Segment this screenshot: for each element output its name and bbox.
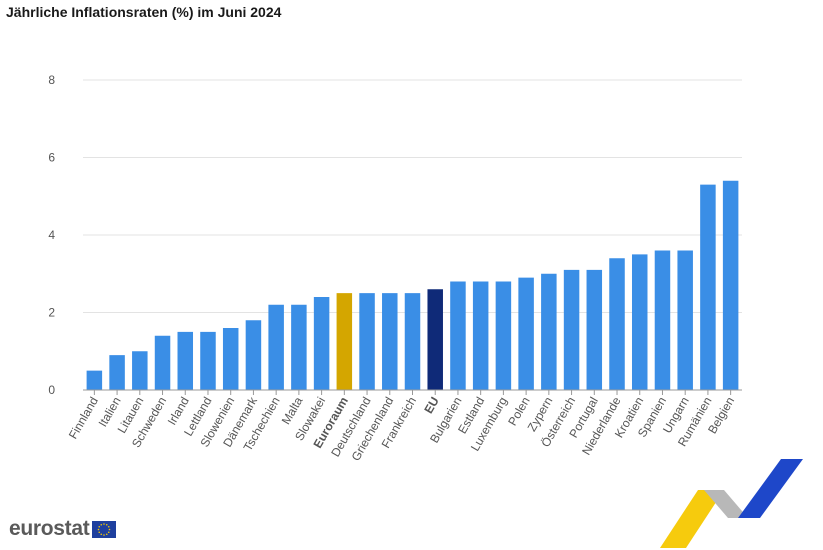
bar-dänemark [245,320,262,390]
flag-star [103,522,106,525]
y-axis-ticks: 0 2 4 6 8 [48,73,55,397]
flag-star [100,523,103,526]
bar-eu [427,289,443,390]
bar-zypern [541,273,557,390]
bar-luxemburg [495,281,512,390]
bar-portugal [586,269,603,391]
bar-irland [177,331,194,391]
category-label: EU [421,395,441,416]
bar-belgien [722,180,739,390]
flag-star [98,525,101,528]
y-tick-label: 2 [48,306,55,320]
bar-schweden [154,335,171,390]
bar-deutschland [359,293,375,391]
bar-malta [291,304,307,390]
y-tick-label: 6 [48,151,55,165]
bar-niederlande [609,258,625,390]
bar-österreich [563,269,580,391]
category-label: Finnland [66,395,101,442]
flag-star [103,533,106,536]
bar-estland [472,281,489,390]
bar-euroraum [336,293,353,391]
flag-star [100,532,103,535]
bar-slowakei [313,297,330,390]
bar-rumänien [700,184,716,391]
bar-kroatien [631,254,648,391]
flag-star [108,525,111,528]
category-labels: FinnlandItalienLitauenSchwedenIrlandLett… [66,394,737,464]
bar-lettland [200,331,216,391]
bar-bulgarien [450,281,466,390]
bar-italien [109,355,125,391]
bar-spanien [654,250,671,390]
chart-title: Jährliche Inflationsraten (%) im Juni 20… [6,4,282,20]
x-axis-ticks [93,390,732,395]
eurostat-logo: eurostat [9,517,117,541]
bars [86,180,739,391]
bar-frankreich [404,293,421,391]
eu-flag-icon [92,520,117,538]
bar-griechenland [382,293,398,391]
bar-finnland [86,370,103,391]
flag-star [108,530,111,533]
flag-star [98,528,100,530]
eurostat-brand-shape-icon [660,459,803,548]
y-tick-label: 8 [48,73,55,87]
logo-text: eurostat [9,517,90,540]
flag-star [106,523,109,526]
bar-tschechien [268,304,284,390]
y-tick-label: 4 [48,228,55,242]
bar-litauen [132,351,148,390]
flag-star [109,528,111,530]
bar-ungarn [677,250,693,390]
bar-polen [518,277,534,391]
flag-star [106,532,109,535]
flag-star [98,530,101,533]
y-tick-label: 0 [48,383,55,397]
bar-chart: 0 2 4 6 8 FinnlandItalienLitauenSchwedenIrla… [48,73,742,464]
bar-slowenien [222,328,239,390]
